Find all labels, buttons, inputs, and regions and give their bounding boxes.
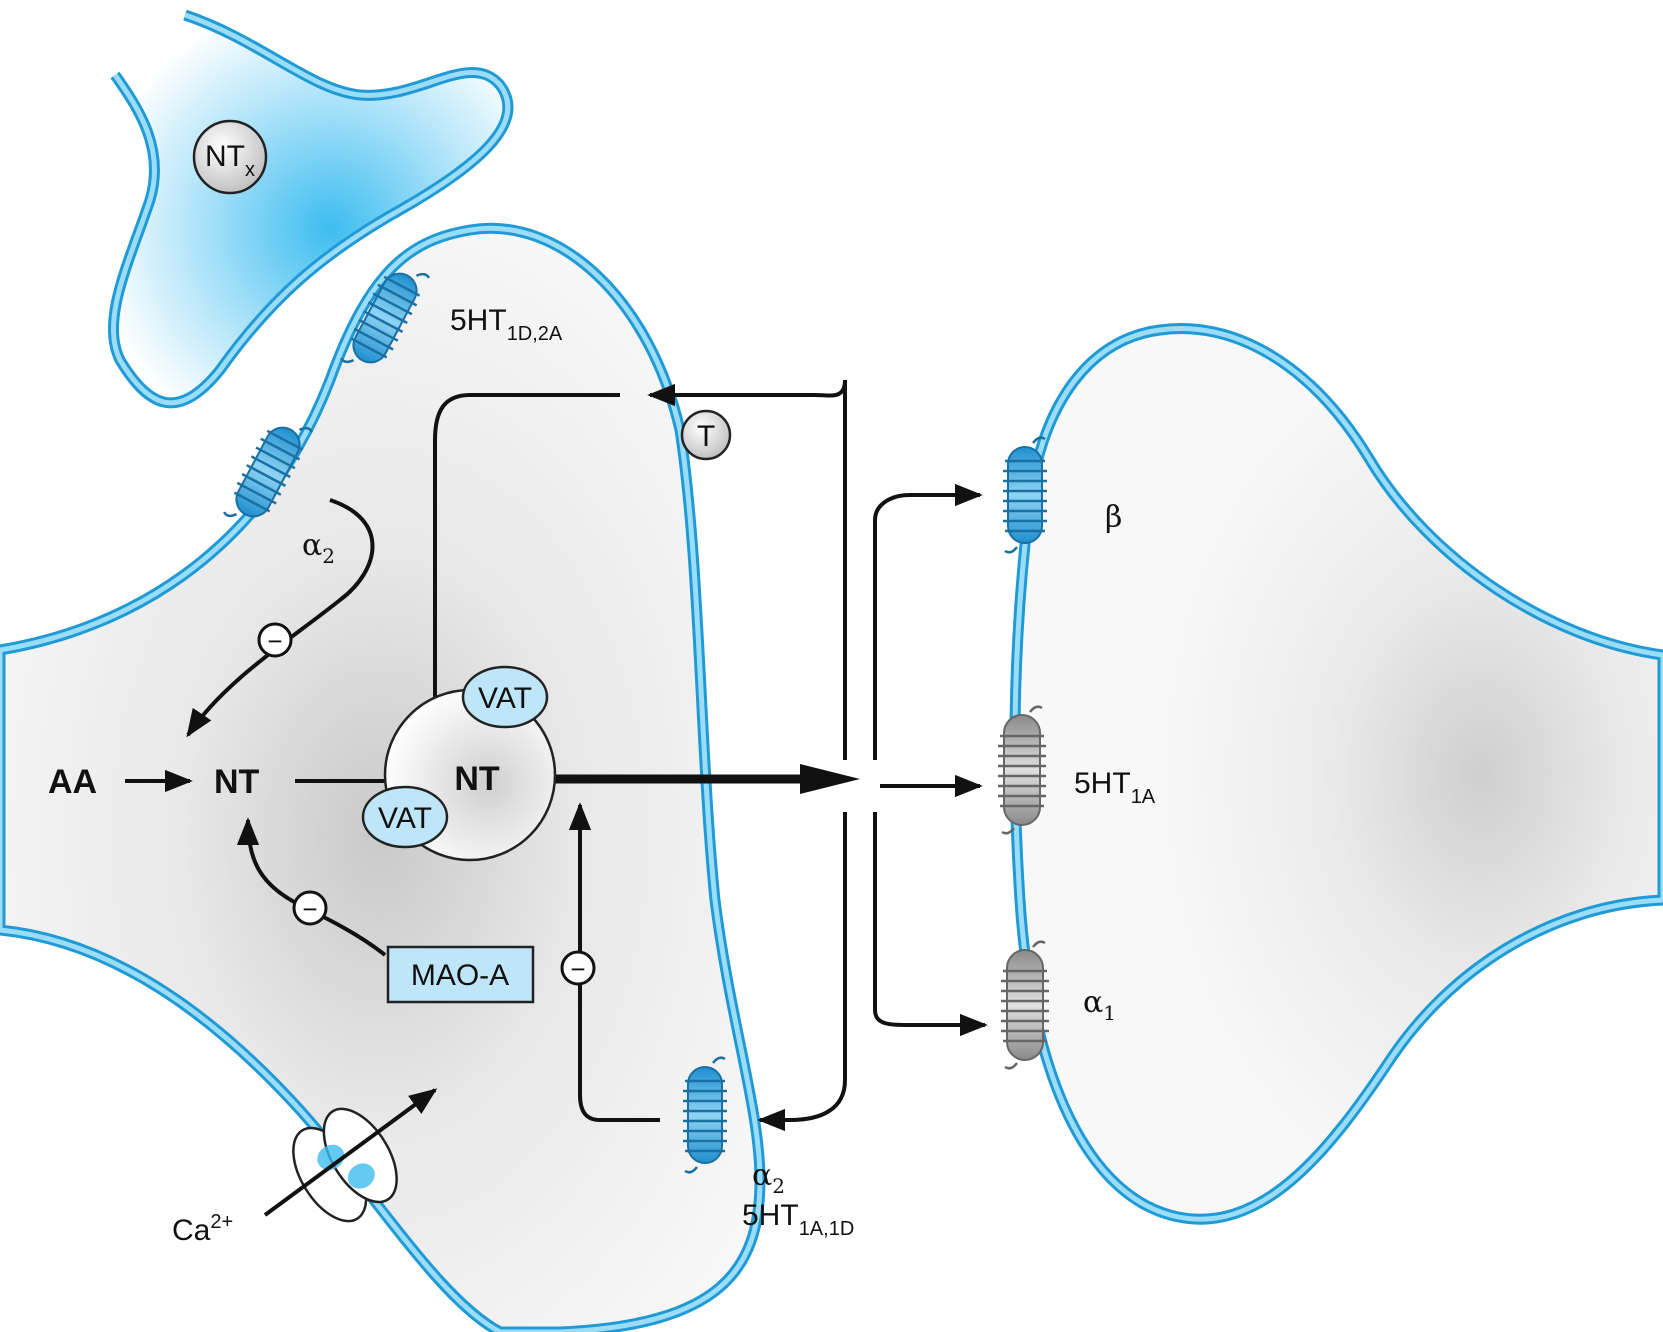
release-arrow <box>530 764 860 794</box>
svg-text:T: T <box>697 420 715 453</box>
nt-vesicle-label: NT <box>454 760 500 798</box>
svg-text:−: − <box>302 894 317 924</box>
mao-a-enzyme: MAO-A <box>386 945 535 1004</box>
calcium-label: Ca2+ <box>172 1211 233 1247</box>
receptor-alpha2-5ht1a1d-lower <box>683 1056 727 1174</box>
receptor-5ht1a-post-label: 5HT1A <box>1074 767 1156 808</box>
alpha1-label: α1 <box>1083 985 1116 1025</box>
receptor-5ht1a-post <box>998 705 1046 835</box>
receptor-alpha2-upper <box>222 426 314 518</box>
inhibit-symbol-mao: − <box>292 890 328 926</box>
glial-process: NTx <box>107 9 514 409</box>
svg-text:VAT: VAT <box>378 802 432 835</box>
receptor-beta-post <box>1003 436 1047 554</box>
receptor-5ht1d2a-top <box>339 272 431 364</box>
beta-label: β <box>1105 500 1122 535</box>
ntx-vesicle <box>192 119 268 195</box>
ntx-label: NTx <box>205 140 255 181</box>
nt-cytoplasm-label: NT <box>214 763 260 801</box>
receptor-alpha1-post <box>1001 940 1049 1070</box>
svg-text:MAO-A: MAO-A <box>411 959 509 992</box>
vat-top: VAT <box>461 665 549 729</box>
receptor-5ht1d2a-label: 5HT1D,2A <box>450 304 563 345</box>
alpha2-lower-label: α2 <box>752 1158 785 1198</box>
cleft-break <box>843 380 877 1080</box>
calcium-influx-arrow <box>263 1088 438 1217</box>
aa-label: AA <box>48 763 97 801</box>
svg-text:VAT: VAT <box>478 682 532 715</box>
reuptake-loop <box>423 379 847 1132</box>
inhibit-symbol-alpha2: − <box>257 622 293 658</box>
receptor-5ht1a1d-label: 5HT1A,1D <box>742 1199 854 1240</box>
svg-text:−: − <box>267 626 282 656</box>
transporter-t: T <box>680 409 732 461</box>
vat-bottom: VAT <box>361 785 449 849</box>
alpha2-inhibition-path <box>186 498 375 738</box>
inhibit-symbol-autoreceptor: − <box>560 950 596 986</box>
alpha2-upper-label: α2 <box>302 528 335 568</box>
postsynaptic-arrows <box>873 483 988 1037</box>
svg-text:−: − <box>570 954 585 984</box>
